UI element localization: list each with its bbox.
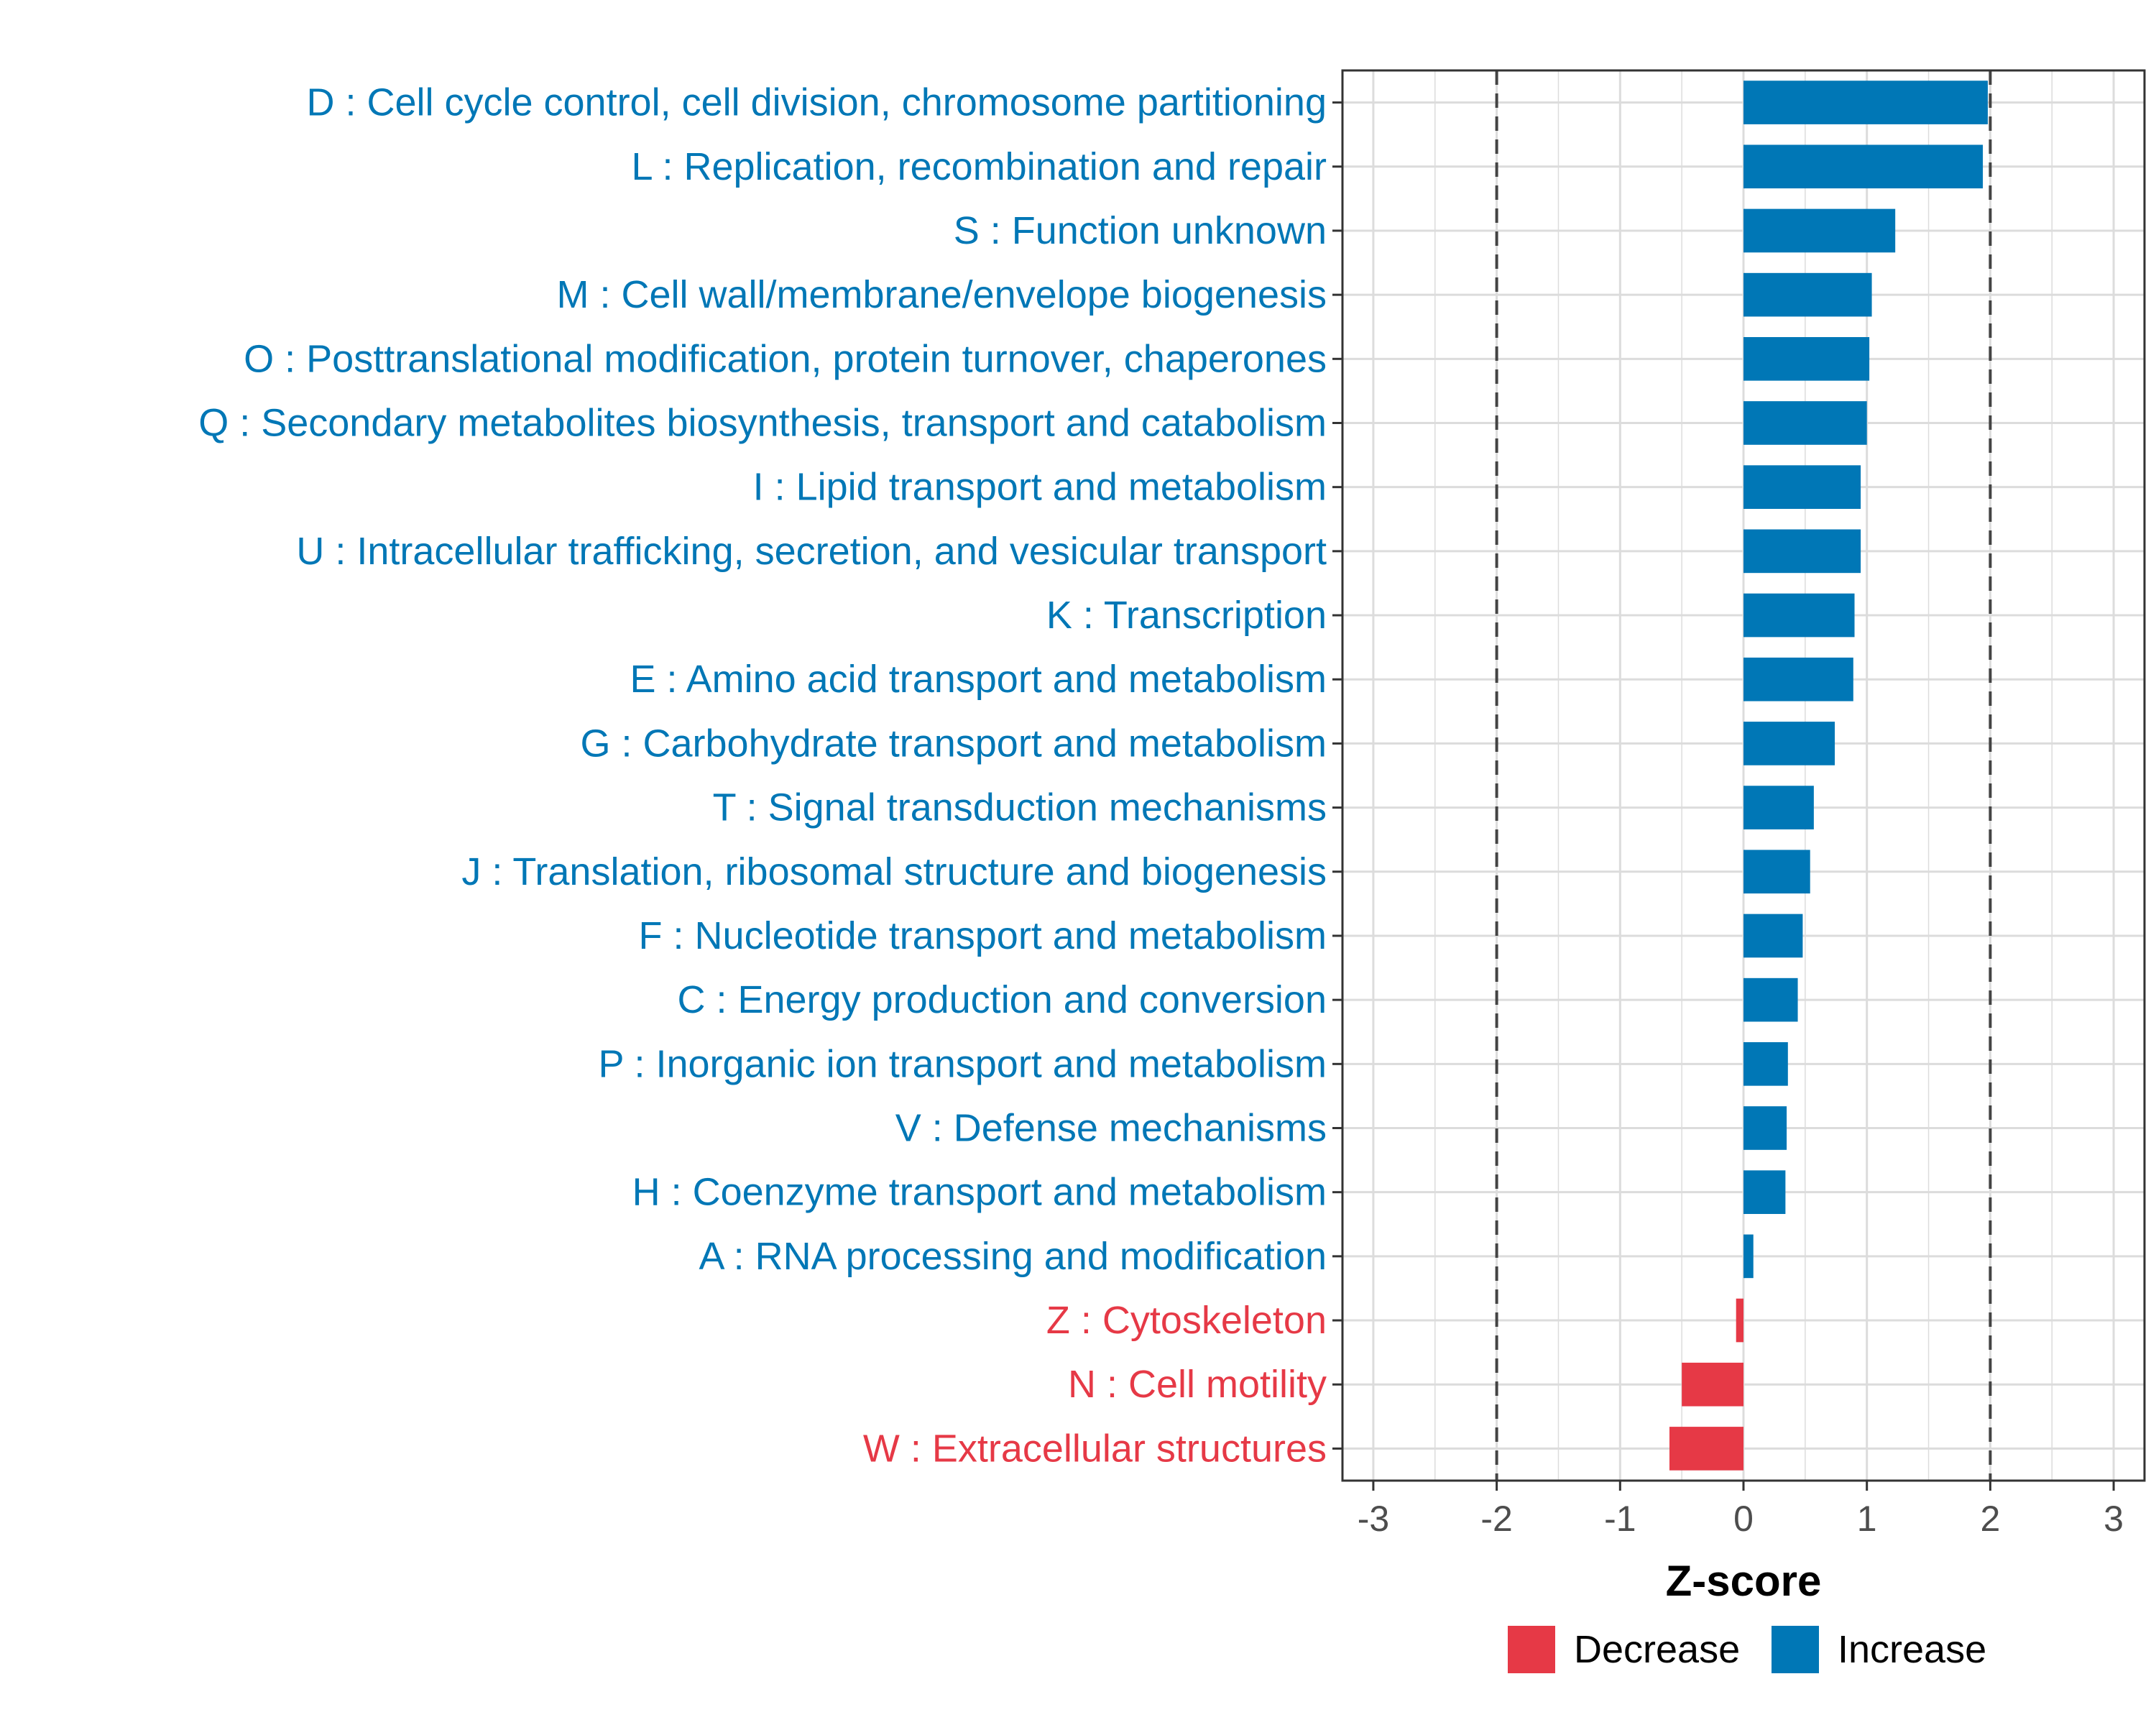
- bar: [1743, 144, 1984, 189]
- category-label: D : Cell cycle control, cell division, c…: [306, 81, 1327, 124]
- bar: [1736, 1298, 1743, 1343]
- bar: [1743, 272, 1872, 317]
- legend-label: Decrease: [1574, 1628, 1740, 1671]
- category-label: V : Defense mechanisms: [895, 1107, 1327, 1150]
- legend-swatch: [1508, 1626, 1555, 1673]
- bar: [1743, 1234, 1754, 1279]
- x-tick-labels: -3 -2 -1 0 1 2 3: [1358, 1499, 2124, 1539]
- category-label: E : Amino acid transport and metabolism: [630, 658, 1327, 701]
- bar: [1669, 1427, 1743, 1471]
- bar: [1743, 1106, 1787, 1150]
- legend-swatch: [1772, 1626, 1819, 1673]
- category-label: G : Carbohydrate transport and metabolis…: [581, 722, 1327, 765]
- bar: [1743, 336, 1870, 381]
- x-axis-title: Z-score: [1666, 1557, 1822, 1605]
- legend: Decrease Increase: [1508, 1626, 1986, 1673]
- category-label: W : Extracellular structures: [863, 1427, 1327, 1470]
- category-label: S : Function unknown: [954, 209, 1327, 252]
- bar: [1743, 914, 1803, 958]
- reference-lines: [1495, 70, 1992, 1481]
- category-label: H : Coenzyme transport and metabolism: [632, 1171, 1327, 1214]
- x-tick-label: -3: [1358, 1499, 1389, 1539]
- bars: [1669, 80, 1988, 1471]
- bar: [1743, 529, 1861, 574]
- x-tick-label: -1: [1604, 1499, 1636, 1539]
- y-axis-ticks: [1332, 101, 1342, 1450]
- legend-label: Increase: [1838, 1628, 1986, 1671]
- category-label: T : Signal transduction mechanisms: [713, 786, 1327, 829]
- bar: [1743, 401, 1867, 445]
- category-label: L : Replication, recombination and repai…: [631, 145, 1327, 188]
- category-labels: D : Cell cycle control, cell division, c…: [198, 81, 1327, 1471]
- bar: [1743, 786, 1814, 829]
- category-label: A : RNA processing and modification: [699, 1235, 1327, 1278]
- category-label: I : Lipid transport and metabolism: [753, 466, 1327, 509]
- bar: [1743, 80, 1988, 124]
- bar: [1743, 1041, 1788, 1086]
- x-tick-label: 3: [2104, 1499, 2124, 1539]
- category-label: U : Intracellular trafficking, secretion…: [296, 530, 1327, 573]
- bar: [1743, 722, 1835, 765]
- bar: [1743, 850, 1810, 894]
- x-tick-label: 0: [1733, 1499, 1754, 1539]
- category-label: C : Energy production and conversion: [677, 978, 1327, 1021]
- x-tick-label: 1: [1857, 1499, 1877, 1539]
- category-label: N : Cell motility: [1068, 1363, 1327, 1406]
- category-label: M : Cell wall/membrane/envelope biogenes…: [556, 273, 1327, 316]
- category-label: P : Inorganic ion transport and metaboli…: [598, 1042, 1327, 1085]
- bar: [1743, 593, 1855, 638]
- category-label: F : Nucleotide transport and metabolism: [639, 914, 1327, 957]
- bar: [1743, 657, 1853, 702]
- bar: [1682, 1362, 1743, 1407]
- bar: [1743, 1170, 1786, 1215]
- x-axis-ticks: [1372, 1481, 2115, 1491]
- category-label: J : Translation, ribosomal structure and…: [461, 850, 1327, 893]
- category-label: O : Posttranslational modification, prot…: [244, 337, 1327, 380]
- category-label: Z : Cytoskeleton: [1046, 1299, 1327, 1342]
- bar: [1743, 208, 1896, 253]
- x-tick-label: 2: [1980, 1499, 2000, 1539]
- category-label: Q : Secondary metabolites biosynthesis, …: [198, 402, 1327, 445]
- bar: [1743, 465, 1861, 510]
- bar: [1743, 978, 1798, 1022]
- category-label: K : Transcription: [1046, 594, 1327, 637]
- x-tick-label: -2: [1480, 1499, 1512, 1539]
